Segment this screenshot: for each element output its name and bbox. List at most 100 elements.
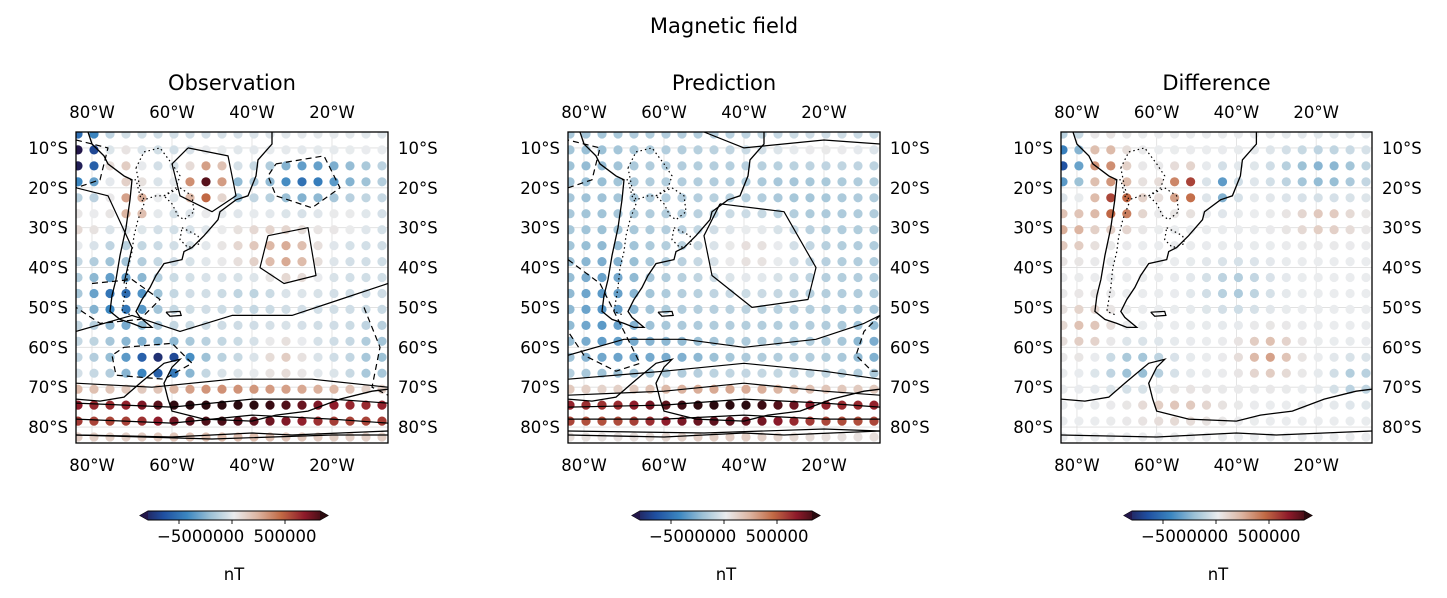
data-point: [169, 304, 179, 314]
y-tick-label-right: 70°S: [890, 378, 930, 397]
data-point: [581, 304, 591, 314]
data-point: [1170, 193, 1180, 203]
data-point: [329, 241, 339, 251]
data-point: [1297, 193, 1307, 203]
data-point: [693, 132, 703, 139]
data-point: [1249, 257, 1259, 267]
x-tick-label-bottom: 80°W: [561, 456, 607, 475]
data-point: [345, 241, 355, 251]
colorbar-unit-label: nT: [1208, 565, 1229, 584]
data-point: [837, 177, 847, 187]
data-point: [345, 336, 355, 346]
data-point: [233, 352, 243, 362]
data-point: [313, 193, 323, 203]
data-point: [853, 132, 863, 139]
data-point: [1122, 416, 1132, 426]
map-frame: [567, 131, 881, 444]
data-point: [837, 145, 847, 155]
data-point: [869, 416, 879, 426]
data-point: [645, 145, 655, 155]
country-border: [655, 187, 687, 221]
data-point: [677, 400, 687, 410]
y-tick-label-right: 80°S: [1382, 418, 1422, 437]
data-point: [757, 400, 767, 410]
data-point: [281, 368, 291, 378]
data-point: [821, 209, 831, 219]
data-point: [1265, 336, 1275, 346]
data-point: [329, 177, 339, 187]
data-point: [661, 161, 671, 171]
data-point: [869, 193, 879, 203]
data-point: [137, 132, 147, 139]
data-point: [837, 288, 847, 299]
colorbar-extend-low: [140, 511, 148, 520]
y-tick-label-left: 60°S: [520, 338, 560, 357]
data-point: [1122, 352, 1132, 362]
coastline: [579, 132, 765, 329]
data-point: [1061, 304, 1068, 314]
data-point: [1233, 145, 1243, 155]
data-point: [89, 209, 99, 219]
data-point: [1138, 161, 1148, 171]
data-point: [1090, 400, 1100, 410]
data-point: [345, 432, 355, 442]
data-point: [1329, 336, 1339, 346]
data-point: [677, 352, 687, 362]
data-point: [1345, 145, 1355, 155]
colorbar-tick-label: 500000: [746, 527, 809, 546]
data-point: [1090, 336, 1100, 346]
data-point: [265, 416, 275, 426]
data-point: [741, 400, 751, 410]
y-tick-label-left: 20°S: [1013, 179, 1053, 198]
data-point: [217, 257, 227, 267]
data-point: [757, 304, 767, 314]
data-point: [313, 209, 323, 219]
country-border: [179, 227, 201, 249]
y-tick-label-right: 40°S: [890, 259, 930, 278]
data-point: [281, 177, 291, 187]
data-point: [233, 161, 243, 171]
data-point: [1281, 384, 1291, 394]
data-point: [1061, 132, 1068, 139]
data-point: [597, 272, 607, 283]
data-point: [757, 257, 767, 267]
data-point: [185, 304, 195, 314]
country-border: [121, 179, 145, 316]
data-point: [629, 336, 639, 346]
data-point: [725, 352, 735, 362]
data-point: [1106, 304, 1116, 314]
data-point: [1345, 177, 1355, 187]
y-tick-label-left: 50°S: [520, 298, 560, 317]
data-point: [1090, 177, 1100, 187]
data-point: [1265, 416, 1275, 426]
data-point: [613, 161, 623, 171]
data-point: [568, 320, 575, 330]
data-point: [76, 288, 83, 299]
data-point: [709, 368, 719, 378]
data-point: [137, 257, 147, 267]
data-point: [1122, 177, 1132, 187]
data-point: [741, 161, 751, 171]
data-point: [361, 257, 371, 267]
data-point: [217, 320, 227, 330]
data-point: [1061, 225, 1068, 235]
y-tick-label-right: 10°S: [890, 139, 930, 158]
data-point: [1345, 132, 1355, 139]
data-point: [1265, 177, 1275, 187]
data-point: [1249, 272, 1259, 283]
data-point: [137, 304, 147, 314]
data-point: [201, 145, 211, 155]
y-tick-label-left: 40°S: [520, 259, 560, 278]
data-point: [853, 193, 863, 203]
data-point: [709, 145, 719, 155]
data-point: [568, 336, 575, 346]
data-point: [1281, 288, 1291, 299]
data-point: [613, 145, 623, 155]
data-point: [1170, 209, 1180, 219]
data-point: [789, 209, 799, 219]
data-point: [89, 432, 99, 442]
data-point: [1106, 384, 1116, 394]
data-point: [217, 161, 227, 171]
data-point: [693, 209, 703, 219]
data-point: [1090, 241, 1100, 251]
